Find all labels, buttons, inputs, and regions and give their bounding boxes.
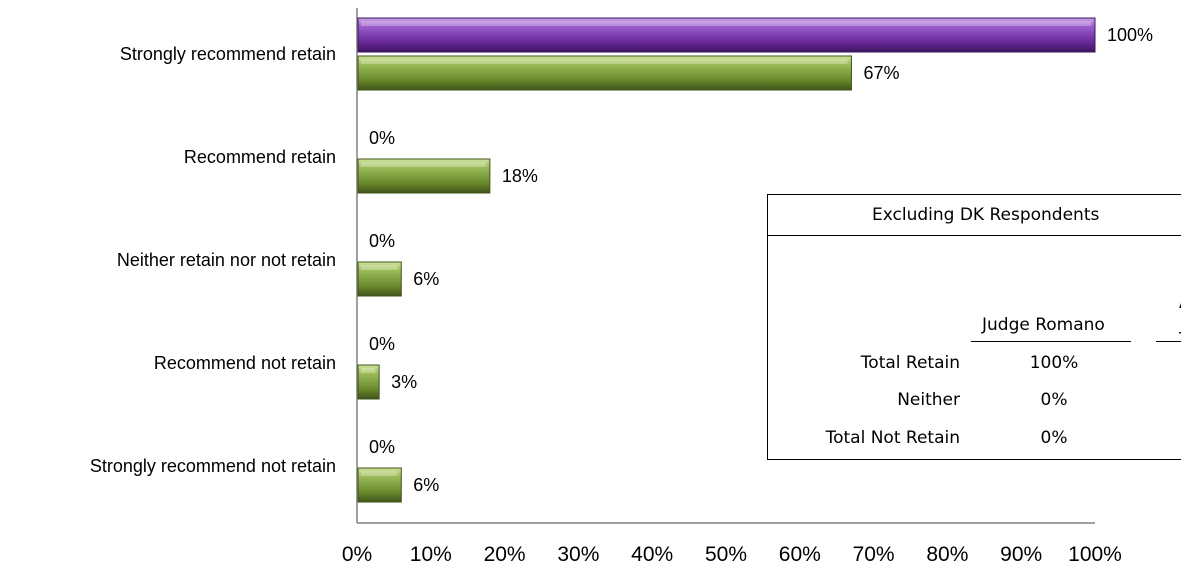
row-label-neither: Neither [897,390,960,410]
bar-highlight-series2-recommend-retain [361,162,486,167]
bar-highlight-series1-strongly-recommend-retain [361,21,1091,26]
bar-series2-neither-retain-nor-not-retain [357,261,402,297]
row-value-neither: 0% [1040,390,1068,410]
bars [357,17,1096,503]
bar-highlight-series2-neither-retain-nor-not-retain [361,265,398,270]
category-label-neither-retain-nor-not-retain: Neither retain nor not retain [117,250,336,270]
x-tick-label-70-pct: 70% [853,543,895,566]
data-label-series2-recommend-not-retain: 3% [391,372,417,392]
data-label-series1-strongly-recommend-retain: 100% [1107,25,1153,45]
summary-title-text: Excluding DK Respondents [872,205,1100,225]
row-value-total-retain: 100% [1029,353,1079,373]
column-rule [971,341,1131,342]
data-label-series2-neither-retain-nor-not-retain: 6% [413,269,439,289]
bar-series2-recommend-retain [357,158,491,194]
row-value-total-not-retain: 0% [1040,428,1068,448]
bar-series2-recommend-not-retain [357,364,380,400]
row-label-total-retain: Total Retain [860,353,960,373]
x-tick-label-80-pct: 80% [926,543,968,566]
bar-series2-strongly-recommend-retain [357,55,852,91]
x-tick-label-50-pct: 50% [705,543,747,566]
category-label-strongly-recommend-retain: Strongly recommend retain [120,44,336,64]
x-tick-label-30-pct: 30% [557,543,599,566]
data-label-series2-strongly-recommend-retain: 67% [863,63,899,83]
x-tick-labels: 0% 10% 20% 30% 40% 50% 60% 70% 80% 90% 100% [342,543,1122,566]
bar-series2-strongly-recommend-not-retain [357,467,402,503]
column-header-judge-romano: Judge Romano [982,315,1105,335]
x-tick-label-60-pct: 60% [779,543,821,566]
data-label-series1-neither-retain-nor-not-retain: 0% [369,231,395,251]
data-label-series1-recommend-not-retain: 0% [369,334,395,354]
column-rule-second [1156,341,1181,342]
bar-highlight-series2-recommend-not-retain [361,368,376,373]
x-tick-label-100-pct: 100% [1068,543,1122,566]
x-tick-label-0-pct: 0% [342,543,372,566]
category-label-recommend-not-retain: Recommend not retain [154,353,336,373]
bar-series1-strongly-recommend-retain [357,17,1096,53]
data-labels: 100% 67% 0% 18% 0% 6% 0% 3% 0% 6% [369,25,1153,495]
x-tick-label-40-pct: 40% [631,543,673,566]
row-label-total-not-retain: Total Not Retain [825,428,960,448]
chart-axes [356,8,1095,524]
bar-highlight-series2-strongly-recommend-retain [361,59,848,64]
summary-table: Excluding DK Respondents Judge Romano A … [767,194,1181,460]
data-label-series1-recommend-retain: 0% [369,128,395,148]
data-label-series1-strongly-recommend-not-retain: 0% [369,437,395,457]
category-label-strongly-recommend-not-retain: Strongly recommend not retain [90,456,336,476]
category-label-recommend-retain: Recommend retain [184,147,336,167]
data-label-series2-strongly-recommend-not-retain: 6% [413,475,439,495]
data-label-series2-recommend-retain: 18% [502,166,538,186]
x-tick-label-20-pct: 20% [484,543,526,566]
summary-title: Excluding DK Respondents [768,195,1181,236]
category-labels: Strongly recommend retain Recommend retai… [90,44,336,476]
x-tick-label-90-pct: 90% [1000,543,1042,566]
x-tick-label-10-pct: 10% [410,543,452,566]
column-header-second-top-fragment: A [1179,293,1181,313]
bar-highlight-series2-strongly-recommend-not-retain [361,471,398,476]
